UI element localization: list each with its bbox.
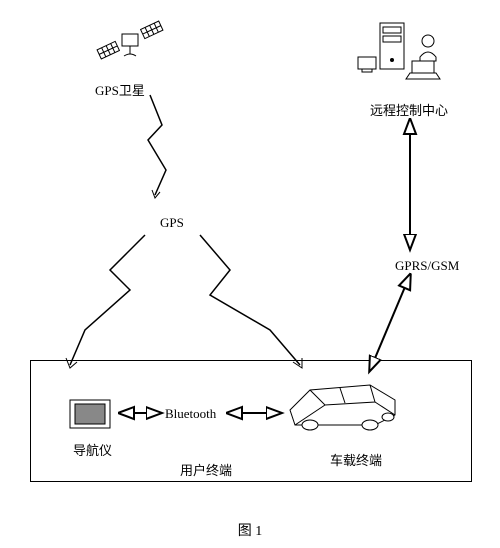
bolt-gps-nav (66, 235, 145, 368)
control-center-label: 远程控制中心 (370, 100, 448, 119)
bluetooth-label: Bluetooth (165, 406, 216, 422)
bolt-sat-gps (148, 95, 166, 198)
figure-caption: 图 1 (0, 520, 500, 540)
satellite-label: GPS卫星 (95, 80, 145, 99)
diagram-canvas: { "labels": { "satellite": "GPS卫星", "gps… (0, 0, 500, 548)
arrow-gprs-car (370, 275, 410, 370)
satellite-icon (97, 21, 163, 59)
navigator-label: 导航仪 (73, 440, 112, 459)
user-terminal-label: 用户终端 (180, 460, 232, 479)
bolt-gps-car (200, 235, 302, 368)
gprs-gsm-label: GPRS/GSM (395, 258, 459, 274)
control-center-icon (358, 23, 440, 79)
vehicle-terminal-label: 车载终端 (330, 450, 382, 469)
terminal-box (30, 360, 472, 482)
gps-label: GPS (160, 215, 184, 231)
